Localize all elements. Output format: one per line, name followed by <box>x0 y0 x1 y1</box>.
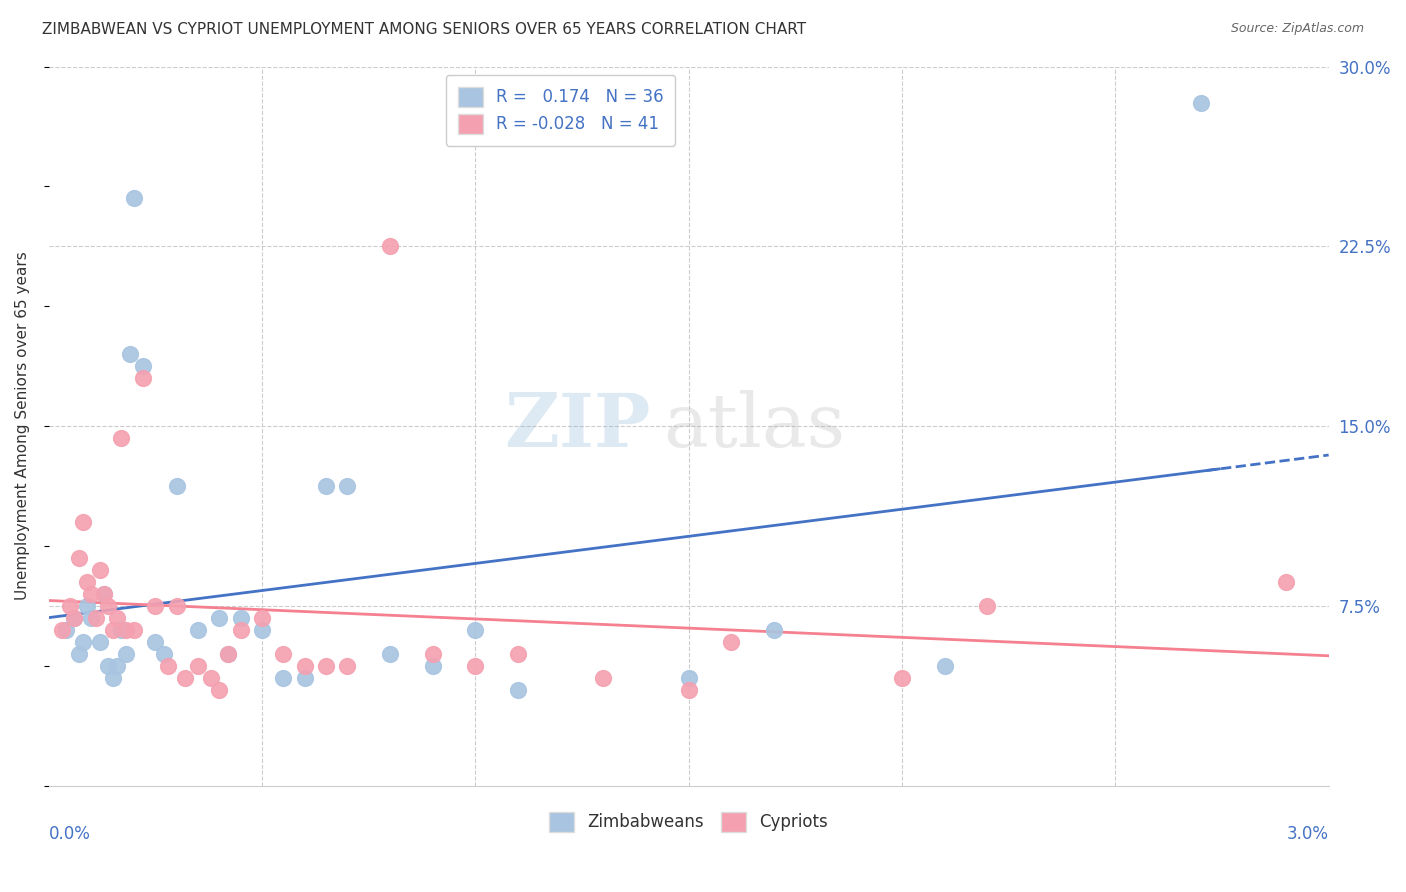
Point <box>1275 574 1298 589</box>
Point <box>93 587 115 601</box>
Point <box>131 359 153 373</box>
Point <box>506 647 529 661</box>
Point <box>378 647 401 661</box>
Point <box>166 479 188 493</box>
Point <box>976 599 998 613</box>
Point <box>934 658 956 673</box>
Point <box>122 191 145 205</box>
Point <box>114 623 136 637</box>
Point <box>89 563 111 577</box>
Point <box>315 479 337 493</box>
Point <box>208 682 231 697</box>
Point <box>250 623 273 637</box>
Point <box>89 634 111 648</box>
Point <box>208 611 231 625</box>
Point <box>80 611 103 625</box>
Point <box>166 599 188 613</box>
Point <box>187 658 209 673</box>
Point <box>118 347 141 361</box>
Point <box>678 682 700 697</box>
Point <box>72 634 94 648</box>
Point <box>315 658 337 673</box>
Point <box>55 623 77 637</box>
Text: atlas: atlas <box>664 390 845 463</box>
Point <box>72 515 94 529</box>
Point <box>145 634 167 648</box>
Point <box>51 623 73 637</box>
Point <box>105 611 128 625</box>
Point <box>422 658 444 673</box>
Point <box>294 658 316 673</box>
Point <box>145 599 167 613</box>
Point <box>97 658 120 673</box>
Point <box>59 599 82 613</box>
Point <box>110 623 132 637</box>
Point <box>506 682 529 697</box>
Text: Source: ZipAtlas.com: Source: ZipAtlas.com <box>1230 22 1364 36</box>
Point <box>720 634 742 648</box>
Point <box>229 611 252 625</box>
Point <box>217 647 239 661</box>
Point <box>97 599 120 613</box>
Text: ZIP: ZIP <box>503 390 651 463</box>
Point <box>67 550 90 565</box>
Point <box>76 574 98 589</box>
Point <box>101 623 124 637</box>
Text: 3.0%: 3.0% <box>1286 825 1329 843</box>
Point <box>294 671 316 685</box>
Point <box>131 371 153 385</box>
Y-axis label: Unemployment Among Seniors over 65 years: Unemployment Among Seniors over 65 years <box>15 252 30 600</box>
Point <box>592 671 614 685</box>
Point <box>763 623 786 637</box>
Point <box>229 623 252 637</box>
Point <box>273 647 295 661</box>
Point <box>63 611 86 625</box>
Point <box>110 431 132 445</box>
Point <box>336 658 359 673</box>
Point <box>378 239 401 253</box>
Point <box>105 658 128 673</box>
Text: 0.0%: 0.0% <box>49 825 90 843</box>
Point <box>273 671 295 685</box>
Point <box>153 647 176 661</box>
Point <box>678 671 700 685</box>
Point <box>122 623 145 637</box>
Point <box>250 611 273 625</box>
Legend: Zimbabweans, Cypriots: Zimbabweans, Cypriots <box>540 802 838 842</box>
Point <box>80 587 103 601</box>
Point <box>217 647 239 661</box>
Point <box>187 623 209 637</box>
Point <box>157 658 180 673</box>
Point <box>891 671 914 685</box>
Point <box>336 479 359 493</box>
Point <box>101 671 124 685</box>
Point <box>464 658 486 673</box>
Point <box>63 611 86 625</box>
Point <box>422 647 444 661</box>
Point <box>174 671 197 685</box>
Point <box>67 647 90 661</box>
Point <box>114 647 136 661</box>
Point <box>1189 95 1212 110</box>
Point <box>84 611 107 625</box>
Point <box>76 599 98 613</box>
Point <box>464 623 486 637</box>
Point <box>93 587 115 601</box>
Point <box>200 671 222 685</box>
Text: ZIMBABWEAN VS CYPRIOT UNEMPLOYMENT AMONG SENIORS OVER 65 YEARS CORRELATION CHART: ZIMBABWEAN VS CYPRIOT UNEMPLOYMENT AMONG… <box>42 22 806 37</box>
